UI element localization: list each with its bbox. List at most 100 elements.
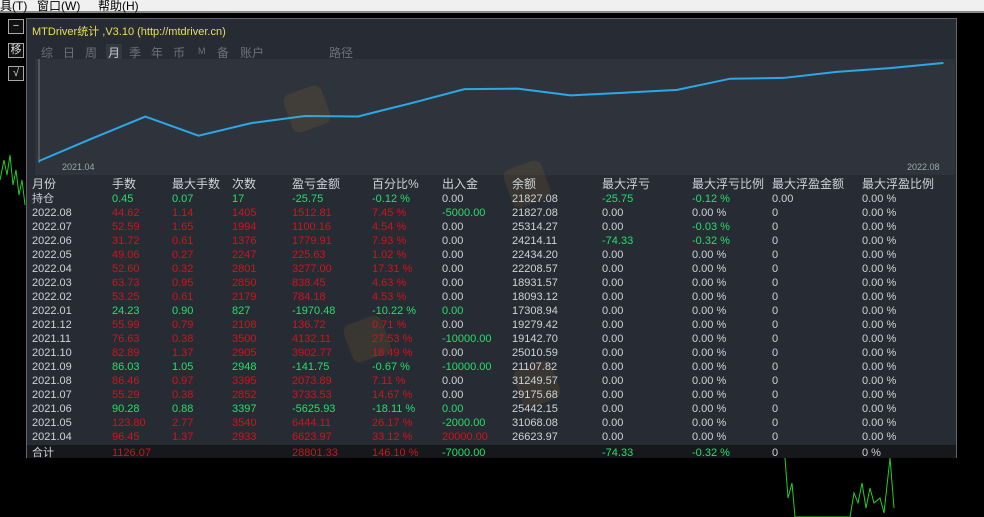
table-cell: 0.71 % <box>372 319 407 331</box>
table-cell: 2022.02 <box>32 291 72 303</box>
tab-year[interactable]: 年 <box>151 46 164 60</box>
table-cell: 18931.57 <box>512 277 558 289</box>
table-cell: 0.79 <box>172 319 194 331</box>
table-cell: 2933 <box>232 431 257 443</box>
table-cell: 7.93 % <box>372 235 407 247</box>
equity-point-2022.05 <box>782 77 785 79</box>
move-button[interactable]: 移 <box>8 43 24 58</box>
table-cell: 0 <box>772 417 779 429</box>
table-cell: 3395 <box>232 375 257 387</box>
total-cell: 146.10 % <box>372 447 419 459</box>
column-header: 最大浮亏比例 <box>692 177 765 191</box>
table-cell: 0.00 <box>602 403 624 415</box>
table-cell: 0.00 <box>602 431 624 443</box>
table-cell: 0 <box>772 375 779 387</box>
table-cell: -10000.00 <box>442 361 492 373</box>
table-cell: 1994 <box>232 221 257 233</box>
table-cell: 0.00 <box>442 291 464 303</box>
menu-help[interactable]: 帮助(H) <box>98 0 139 13</box>
table-cell: 0.00 % <box>862 389 897 401</box>
table-cell: 0.00 % <box>692 333 727 345</box>
table-cell: 2021.08 <box>32 375 72 387</box>
table-cell: 0.00 <box>442 305 464 317</box>
table-cell: 0.32 <box>172 263 194 275</box>
table-cell: 0.00 % <box>862 277 897 289</box>
table-cell: 0.90 <box>172 305 194 317</box>
table-cell: 0 <box>772 291 779 303</box>
table-cell: 1100.16 <box>292 221 331 233</box>
table-cell: 225.63 <box>292 249 326 261</box>
table-cell: 0.00 <box>442 193 464 205</box>
table-cell: 0.00 % <box>862 417 897 429</box>
table-cell: 0.00 <box>442 249 464 261</box>
table-cell: 0.00 % <box>862 375 897 387</box>
column-header: 出入金 <box>442 177 479 191</box>
table-cell: 31249.57 <box>512 375 558 387</box>
table-cell: 0.00 % <box>862 235 897 247</box>
table-cell: 136.72 <box>292 319 326 331</box>
table-cell: 33.12 % <box>372 431 413 443</box>
table-cell: 2022.07 <box>32 221 72 233</box>
table-cell: 0.00 % <box>862 361 897 373</box>
table-cell: 2022.06 <box>32 235 72 247</box>
check-button[interactable]: √ <box>8 66 24 81</box>
table-cell: 0.00 <box>602 277 624 289</box>
table-cell: 44.62 <box>112 207 140 219</box>
tab-quarter[interactable]: 季 <box>129 46 142 60</box>
table-cell: 123.80 <box>112 417 146 429</box>
table-cell: 86.03 <box>112 361 140 373</box>
table-cell: 2905 <box>232 347 257 359</box>
menu-tools[interactable]: 具(T) <box>0 0 28 13</box>
table-cell: 0.38 <box>172 333 194 345</box>
tab-month[interactable]: 月 <box>106 44 123 61</box>
equity-point-2022.06 <box>835 71 838 73</box>
column-header: 最大浮亏 <box>602 177 651 191</box>
table-cell: -0.67 % <box>372 361 410 373</box>
table-cell: 18.49 % <box>372 347 413 359</box>
equity-chart-svg <box>38 59 944 163</box>
table-cell: 24.23 <box>112 305 140 317</box>
table-cell: 0 <box>772 263 779 275</box>
tab-day[interactable]: 日 <box>63 46 76 60</box>
table-cell: 2021.12 <box>32 319 72 331</box>
tab-account[interactable]: 账户 <box>240 46 265 60</box>
minimize-button[interactable]: − <box>8 19 24 34</box>
equity-point-2021.08 <box>304 115 306 117</box>
table-cell: 0.00 % <box>692 263 727 275</box>
table-cell: 63.73 <box>112 277 140 289</box>
table-cell: 3733.53 <box>292 389 332 401</box>
table-cell: 2850 <box>232 277 257 289</box>
table-cell: 4.53 % <box>372 291 407 303</box>
table-cell: 52.60 <box>112 263 140 275</box>
tab-week[interactable]: 周 <box>85 46 98 60</box>
table-cell: 0.00 <box>772 193 794 205</box>
tab-path[interactable]: 路径 <box>329 46 354 60</box>
equity-point-2022.04 <box>729 77 732 80</box>
table-cell: 0.00 % <box>862 347 897 359</box>
column-header: 最大浮盈比例 <box>862 177 935 191</box>
table-cell: 0.00 % <box>862 263 897 275</box>
table-cell: 0.00 <box>442 263 464 275</box>
table-cell: 0.97 <box>172 375 194 387</box>
tab-symbol[interactable]: 币 <box>173 46 186 60</box>
table-cell: 0.00 % <box>862 207 897 219</box>
table-cell: 0.00 % <box>862 305 897 317</box>
table-cell: 0 <box>772 305 779 317</box>
table-cell: 1512.81 <box>292 207 332 219</box>
column-header: 最大手数 <box>172 177 221 191</box>
table-cell: 0.00 <box>602 319 624 331</box>
tab-note[interactable]: 备 <box>217 46 230 60</box>
table-cell: 0 <box>772 389 779 401</box>
total-cell: 1126.07 <box>112 447 151 459</box>
table-cell: 22434.20 <box>512 249 558 261</box>
menu-window[interactable]: 窗口(W) <box>37 0 81 13</box>
table-cell: 7.11 % <box>372 375 406 387</box>
table-cell: 0.00 <box>442 319 464 331</box>
tab-summary[interactable]: 综 <box>41 46 54 60</box>
table-cell: 0.00 % <box>692 207 727 219</box>
tab-magic[interactable]: M <box>198 46 206 56</box>
table-cell: 19279.42 <box>512 319 558 331</box>
column-header: 月份 <box>32 177 57 191</box>
table-cell: 2801 <box>232 263 257 275</box>
table-cell: 838.45 <box>292 277 326 289</box>
